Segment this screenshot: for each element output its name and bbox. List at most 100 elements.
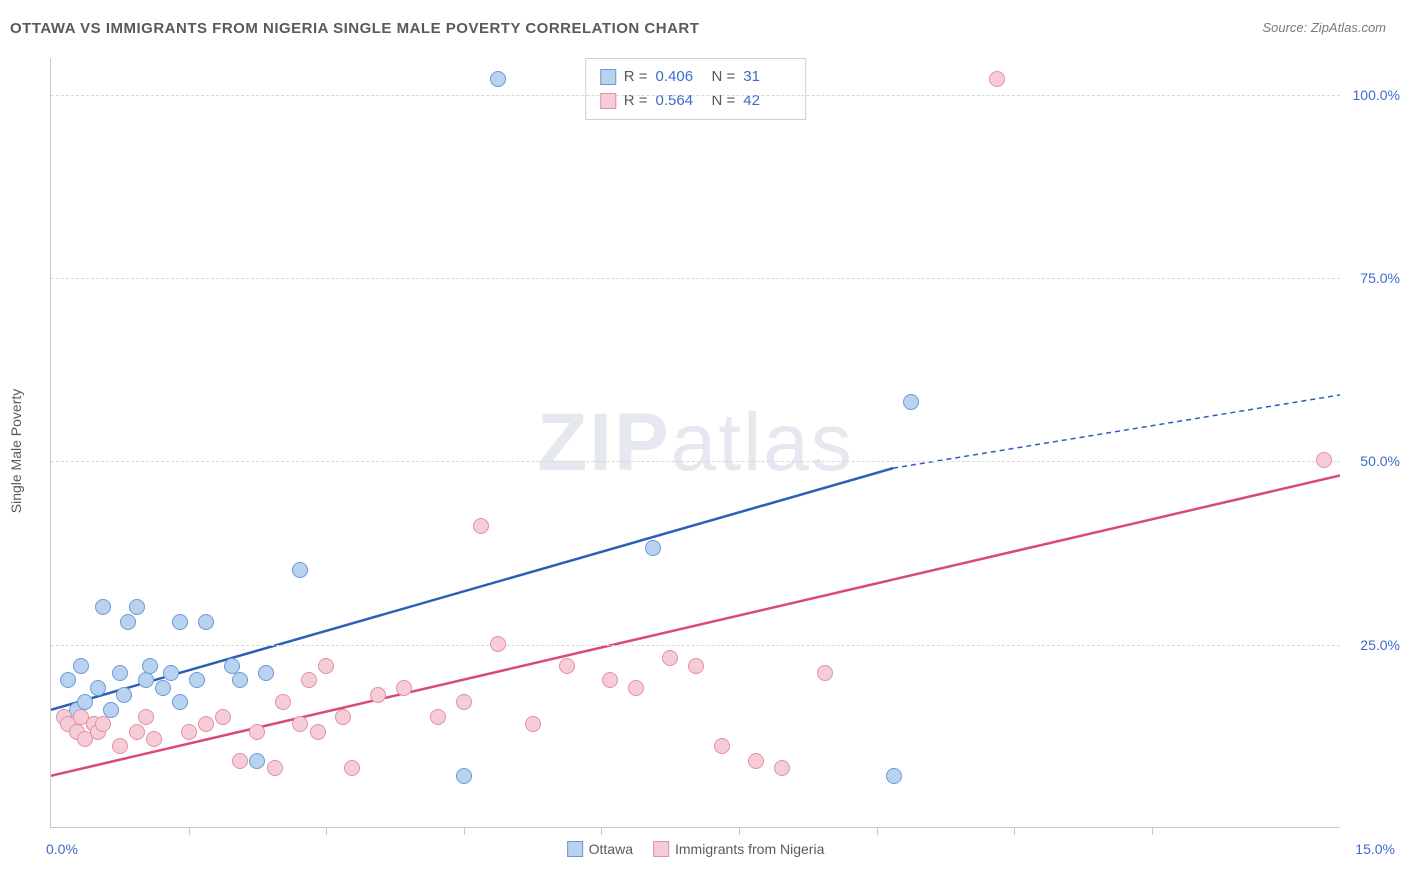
scatter-point [232, 672, 248, 688]
scatter-point [774, 760, 790, 776]
watermark-bold: ZIP [537, 397, 671, 488]
scatter-point [748, 753, 764, 769]
scatter-point [189, 672, 205, 688]
gridline [51, 95, 1340, 96]
scatter-point [628, 680, 644, 696]
series-legend: Ottawa Immigrants from Nigeria [567, 841, 825, 857]
x-tick [1152, 827, 1153, 835]
scatter-point [172, 694, 188, 710]
scatter-point [275, 694, 291, 710]
scatter-point [473, 518, 489, 534]
scatter-point [90, 680, 106, 696]
scatter-point [116, 687, 132, 703]
legend-swatch [600, 69, 616, 85]
legend-n-label: N = [712, 65, 736, 89]
scatter-point [232, 753, 248, 769]
legend-r-value: 0.564 [656, 89, 704, 113]
x-axis-max-label: 15.0% [1355, 841, 1395, 857]
scatter-point [1316, 452, 1332, 468]
legend-n-value: 42 [743, 89, 791, 113]
source-attribution: Source: ZipAtlas.com [1262, 20, 1386, 35]
x-tick [189, 827, 190, 835]
scatter-point [318, 658, 334, 674]
x-tick [601, 827, 602, 835]
scatter-point [344, 760, 360, 776]
legend-series-name: Ottawa [589, 841, 633, 857]
scatter-point [301, 672, 317, 688]
scatter-point [138, 709, 154, 725]
scatter-point [138, 672, 154, 688]
scatter-point [77, 694, 93, 710]
scatter-point [142, 658, 158, 674]
scatter-point [267, 760, 283, 776]
legend-swatch [567, 841, 583, 857]
scatter-point [181, 724, 197, 740]
scatter-point [95, 599, 111, 615]
scatter-point [292, 562, 308, 578]
gridline [51, 645, 1340, 646]
scatter-point [129, 724, 145, 740]
scatter-point [370, 687, 386, 703]
scatter-point [645, 540, 661, 556]
chart-header: OTTAWA VS IMMIGRANTS FROM NIGERIA SINGLE… [10, 20, 1396, 50]
legend-n-label: N = [712, 89, 736, 113]
scatter-point [396, 680, 412, 696]
scatter-point [60, 672, 76, 688]
scatter-point [73, 658, 89, 674]
legend-r-value: 0.406 [656, 65, 704, 89]
scatter-point [112, 665, 128, 681]
y-tick-label: 75.0% [1345, 270, 1400, 286]
y-tick-label: 25.0% [1345, 637, 1400, 653]
scatter-point [103, 702, 119, 718]
x-tick [739, 827, 740, 835]
scatter-point [335, 709, 351, 725]
scatter-point [456, 694, 472, 710]
legend-r-label: R = [624, 65, 648, 89]
scatter-point [490, 636, 506, 652]
scatter-point [602, 672, 618, 688]
scatter-point [249, 724, 265, 740]
scatter-point [172, 614, 188, 630]
trend-line [51, 475, 1340, 775]
x-axis-min-label: 0.0% [46, 841, 78, 857]
y-axis-title: Single Male Poverty [8, 388, 24, 513]
x-tick [326, 827, 327, 835]
legend-row: R = 0.406 N = 31 [600, 65, 792, 89]
scatter-point [559, 658, 575, 674]
x-tick [1014, 827, 1015, 835]
scatter-point [903, 394, 919, 410]
scatter-point [224, 658, 240, 674]
watermark: ZIPatlas [537, 396, 854, 490]
scatter-point [688, 658, 704, 674]
trend-line-dashed [893, 395, 1340, 468]
legend-row: R = 0.564 N = 42 [600, 89, 792, 113]
scatter-point [714, 738, 730, 754]
legend-item: Ottawa [567, 841, 633, 857]
scatter-point [258, 665, 274, 681]
scatter-point [129, 599, 145, 615]
x-tick [877, 827, 878, 835]
scatter-point [525, 716, 541, 732]
scatter-point [292, 716, 308, 732]
legend-r-label: R = [624, 89, 648, 113]
scatter-point [120, 614, 136, 630]
scatter-point [817, 665, 833, 681]
legend-swatch [653, 841, 669, 857]
legend-n-value: 31 [743, 65, 791, 89]
y-tick-label: 100.0% [1345, 87, 1400, 103]
scatter-point [490, 71, 506, 87]
scatter-point [198, 716, 214, 732]
scatter-point [215, 709, 231, 725]
scatter-point [456, 768, 472, 784]
chart-title: OTTAWA VS IMMIGRANTS FROM NIGERIA SINGLE… [10, 20, 1396, 37]
scatter-point [155, 680, 171, 696]
gridline [51, 461, 1340, 462]
scatter-point [112, 738, 128, 754]
y-tick-label: 50.0% [1345, 453, 1400, 469]
scatter-point [249, 753, 265, 769]
correlation-legend: R = 0.406 N = 31 R = 0.564 N = 42 [585, 58, 807, 120]
scatter-point [163, 665, 179, 681]
scatter-point [662, 650, 678, 666]
legend-item: Immigrants from Nigeria [653, 841, 824, 857]
scatter-point [886, 768, 902, 784]
